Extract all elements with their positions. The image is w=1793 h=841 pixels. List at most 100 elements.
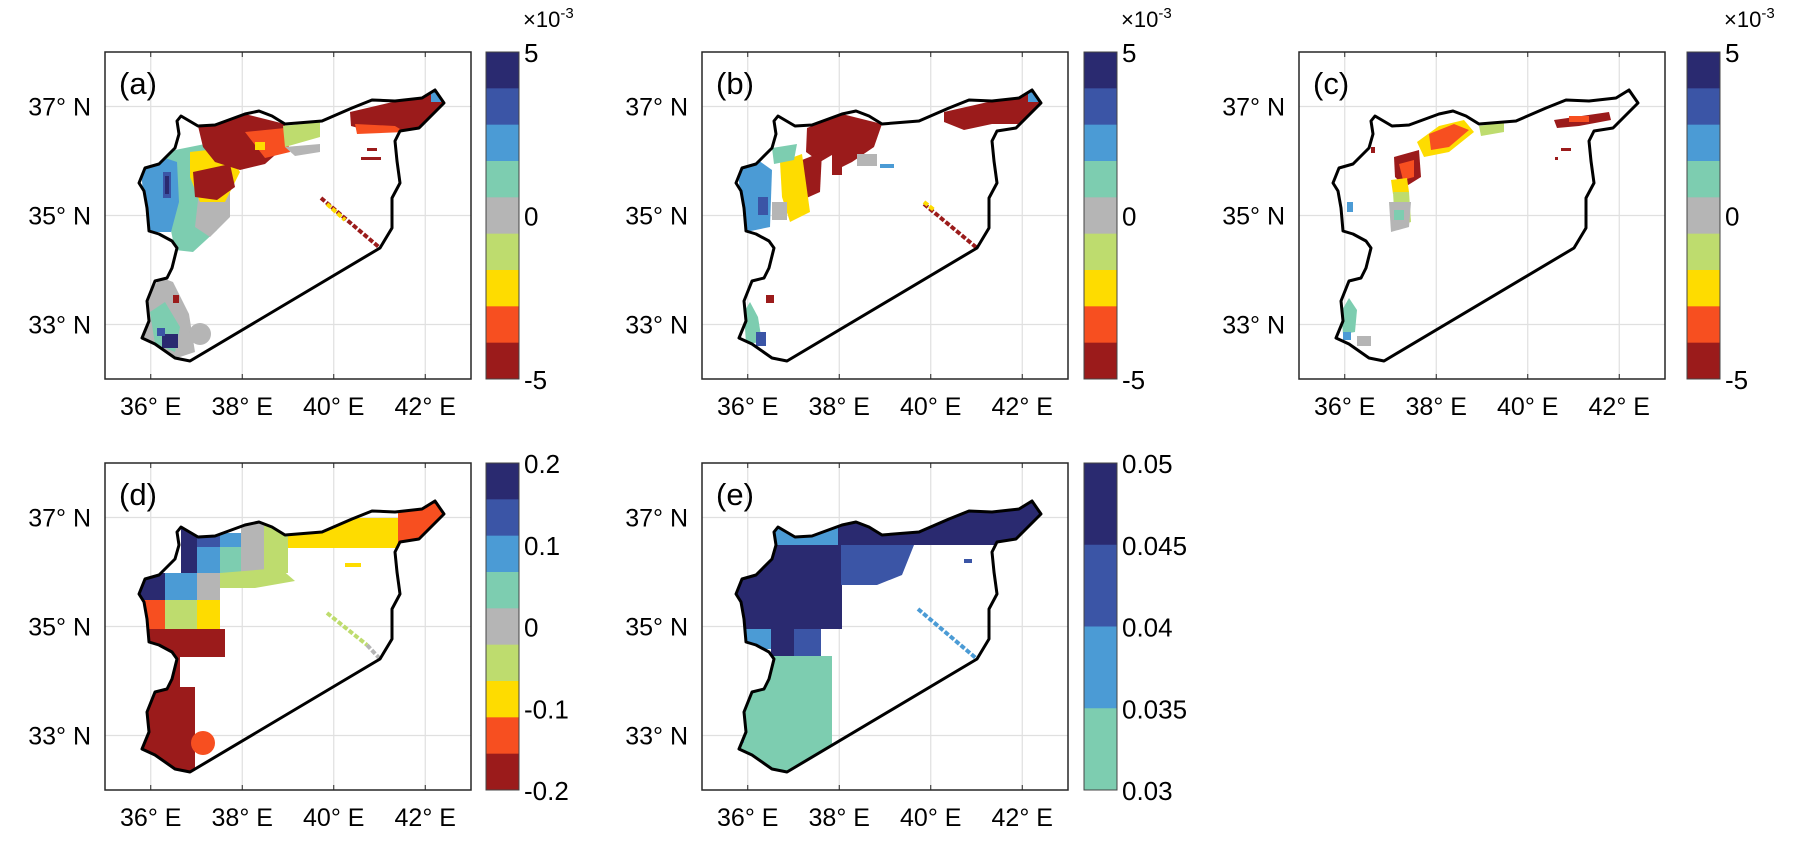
data-cell-blue: [756, 332, 766, 346]
colorbar-frame: [1686, 51, 1721, 380]
lon-tick-label: 40° E: [900, 393, 961, 421]
data-cell-gray: [772, 202, 787, 220]
data-cell-lightblue: [880, 164, 894, 168]
colorbar-tick-label: -0.1: [524, 694, 569, 724]
colorbar-segment-teal: [1687, 161, 1720, 198]
lat-tick-label: 37° N: [625, 94, 688, 122]
data-cell-darkred: [766, 295, 774, 303]
map-axes: (a) 37° N 35° N 33° N 36° E 38° E 40° E 42° E: [28, 51, 472, 421]
lat-tick-label: 33° N: [28, 312, 91, 340]
colorbar-frame: [1083, 51, 1118, 380]
colorbar-segment-lime: [1687, 233, 1720, 271]
lat-tick-label: 35° N: [625, 614, 688, 642]
colorbar-segment-orange: [1687, 306, 1720, 344]
colorbar-tick-label: 0.04: [1122, 613, 1173, 643]
axes-frame: [104, 51, 472, 380]
data-cell-navy: [771, 629, 794, 656]
colorbar-segment-blue: [1084, 544, 1117, 627]
raster-data: [738, 92, 1040, 346]
data-region-teal: [1341, 298, 1357, 334]
data-cell-blue: [758, 197, 768, 215]
lon-tick-label: 40° E: [900, 804, 961, 832]
colorbar-tick-label: 0.2: [524, 449, 560, 479]
colorbar-frame: [1083, 462, 1118, 791]
lat-tick-label: 35° N: [625, 203, 688, 231]
data-cell-lime: [165, 600, 197, 629]
colorbar-segment-gray: [1687, 197, 1720, 235]
colorbar-segment-blue: [1687, 88, 1720, 126]
colorbar-segment-gray: [486, 197, 519, 235]
data-cell-blue: [964, 559, 972, 563]
colorbar: 5 0 -5 ×10-3: [485, 5, 574, 395]
lon-tick-label: 40° E: [303, 804, 364, 832]
lon-tick-label: 38° E: [809, 804, 870, 832]
axes-frame: [701, 462, 1069, 791]
exponent-power: -3: [1761, 5, 1774, 22]
colorbar-segment-yellow: [1084, 270, 1117, 307]
colorbar-tick-label: -0.2: [524, 776, 569, 806]
data-region-darkred: [198, 114, 285, 170]
data-region-teal: [772, 144, 797, 164]
lat-tick-label: 35° N: [28, 614, 91, 642]
map-panel-a: (a) 37° N 35° N 33° N 36° E 38° E 40° E 42° E 5 0…: [28, 5, 573, 421]
colorbar-segment-darkred: [486, 342, 519, 380]
data-cell-darkred: [367, 148, 377, 151]
colorbar-segment-navy: [486, 52, 519, 89]
data-line-yellow: [922, 200, 936, 212]
data-region-gray: [189, 323, 211, 345]
exponent-base: ×10: [1121, 7, 1158, 32]
colorbar-segment-darkred: [486, 753, 519, 791]
lon-tick-label: 36° E: [120, 393, 181, 421]
data-cell-darkred: [1555, 157, 1558, 160]
lat-tick-label: 37° N: [625, 505, 688, 533]
colorbar-frame: [485, 51, 520, 380]
lon-tick-label: 36° E: [120, 804, 181, 832]
data-cell-gray: [1357, 336, 1371, 346]
exponent-base: ×10: [1724, 7, 1761, 32]
colorbar: 0.05 0.045 0.04 0.035 0.03: [1083, 449, 1187, 806]
colorbar-tick-label: 0.1: [524, 531, 560, 561]
colorbar-segment-gray: [1084, 197, 1117, 235]
lat-tick-label: 35° N: [28, 203, 91, 231]
colorbar-tick-label: 5: [1725, 38, 1739, 68]
data-cell-gray: [197, 573, 220, 600]
colorbar-segment-lightblue: [486, 124, 519, 162]
colorbar-segment-teal: [486, 161, 519, 198]
panel-label: (e): [716, 477, 754, 512]
raster-data: [1341, 112, 1611, 346]
axes-frame: [1298, 51, 1666, 380]
data-cell-navy: [162, 334, 178, 348]
colorbar-segment-navy: [1084, 52, 1117, 89]
lon-tick-label: 40° E: [303, 393, 364, 421]
colorbar-segment-yellow: [486, 270, 519, 307]
data-line-lime: [325, 611, 369, 647]
lon-tick-label: 42° E: [395, 804, 456, 832]
axes-frame: [104, 462, 472, 791]
data-line-gray: [365, 643, 382, 661]
map-axes: (b) 37° N 35° N 33° N 36° E 38° E 40° E 42° E: [625, 51, 1069, 421]
colorbar-segment-gray: [486, 608, 519, 646]
data-region-darkred: [193, 164, 235, 200]
colorbar-segment-blue: [486, 88, 519, 126]
lat-tick-label: 33° N: [625, 312, 688, 340]
data-line-lightblue: [916, 607, 979, 661]
colorbar-tick-label: 0: [524, 613, 538, 643]
colorbar-segment-navy: [1687, 52, 1720, 89]
data-region-darkred: [944, 92, 1040, 130]
data-region-lime: [220, 568, 295, 588]
lon-tick-label: 42° E: [395, 393, 456, 421]
data-cell-blue: [157, 328, 165, 336]
colorbar-exponent: ×10-3: [1724, 5, 1775, 32]
data-cell-lightblue: [1028, 92, 1038, 102]
lat-tick-label: 37° N: [28, 505, 91, 533]
colorbar-tick-label: -5: [524, 365, 547, 395]
data-cell-lightblue: [220, 533, 241, 547]
colorbar-segment-lime: [486, 233, 519, 271]
colorbar: 5 0 -5 ×10-3: [1686, 5, 1775, 395]
data-cell-lightblue: [1347, 202, 1353, 212]
colorbar-tick-label: 0: [1122, 202, 1136, 232]
colorbar-segment-teal: [1084, 708, 1117, 791]
colorbar-segment-navy: [1084, 463, 1117, 546]
data-region-gray: [285, 144, 320, 156]
